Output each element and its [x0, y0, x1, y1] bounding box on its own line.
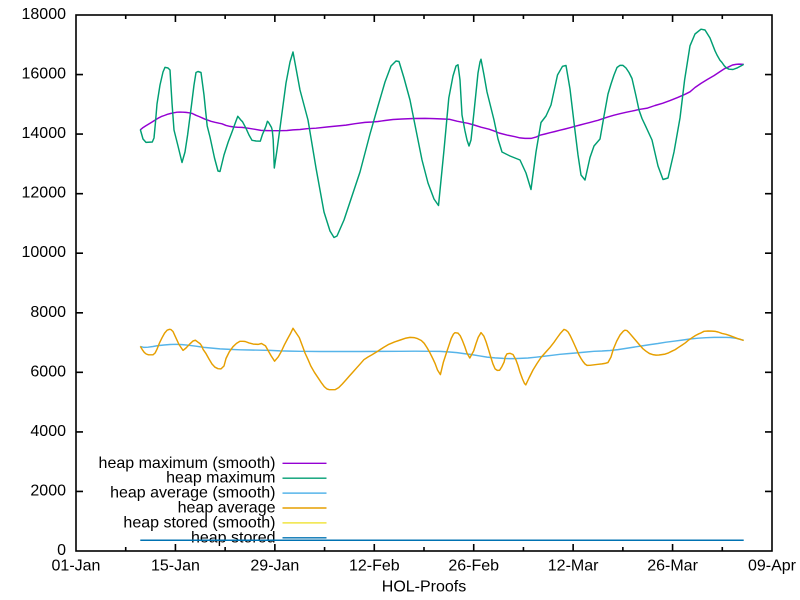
svg-text:HOL-Proofs: HOL-Proofs [382, 579, 466, 596]
svg-text:12-Feb: 12-Feb [349, 558, 400, 575]
svg-text:26-Mar: 26-Mar [647, 558, 698, 575]
svg-text:0: 0 [57, 542, 66, 559]
svg-text:heap maximum (smooth): heap maximum (smooth) [99, 455, 276, 472]
svg-text:6000: 6000 [30, 363, 66, 380]
svg-text:16000: 16000 [22, 66, 67, 83]
svg-text:09-Apr: 09-Apr [748, 558, 797, 575]
svg-text:26-Feb: 26-Feb [448, 558, 499, 575]
svg-text:15-Jan: 15-Jan [151, 558, 200, 575]
svg-text:4000: 4000 [30, 423, 66, 440]
svg-text:heap average (smooth): heap average (smooth) [110, 485, 275, 502]
svg-text:12000: 12000 [22, 185, 67, 202]
svg-text:14000: 14000 [22, 125, 67, 142]
svg-text:heap stored (smooth): heap stored (smooth) [123, 514, 275, 531]
svg-text:heap stored: heap stored [191, 529, 276, 546]
svg-text:2000: 2000 [30, 482, 66, 499]
svg-text:18000: 18000 [22, 6, 67, 23]
svg-text:heap maximum: heap maximum [166, 470, 275, 487]
svg-text:12-Mar: 12-Mar [548, 558, 599, 575]
svg-text:29-Jan: 29-Jan [250, 558, 299, 575]
svg-text:heap average: heap average [178, 500, 276, 517]
svg-text:8000: 8000 [30, 304, 66, 321]
svg-text:10000: 10000 [22, 244, 67, 261]
svg-text:01-Jan: 01-Jan [52, 558, 101, 575]
